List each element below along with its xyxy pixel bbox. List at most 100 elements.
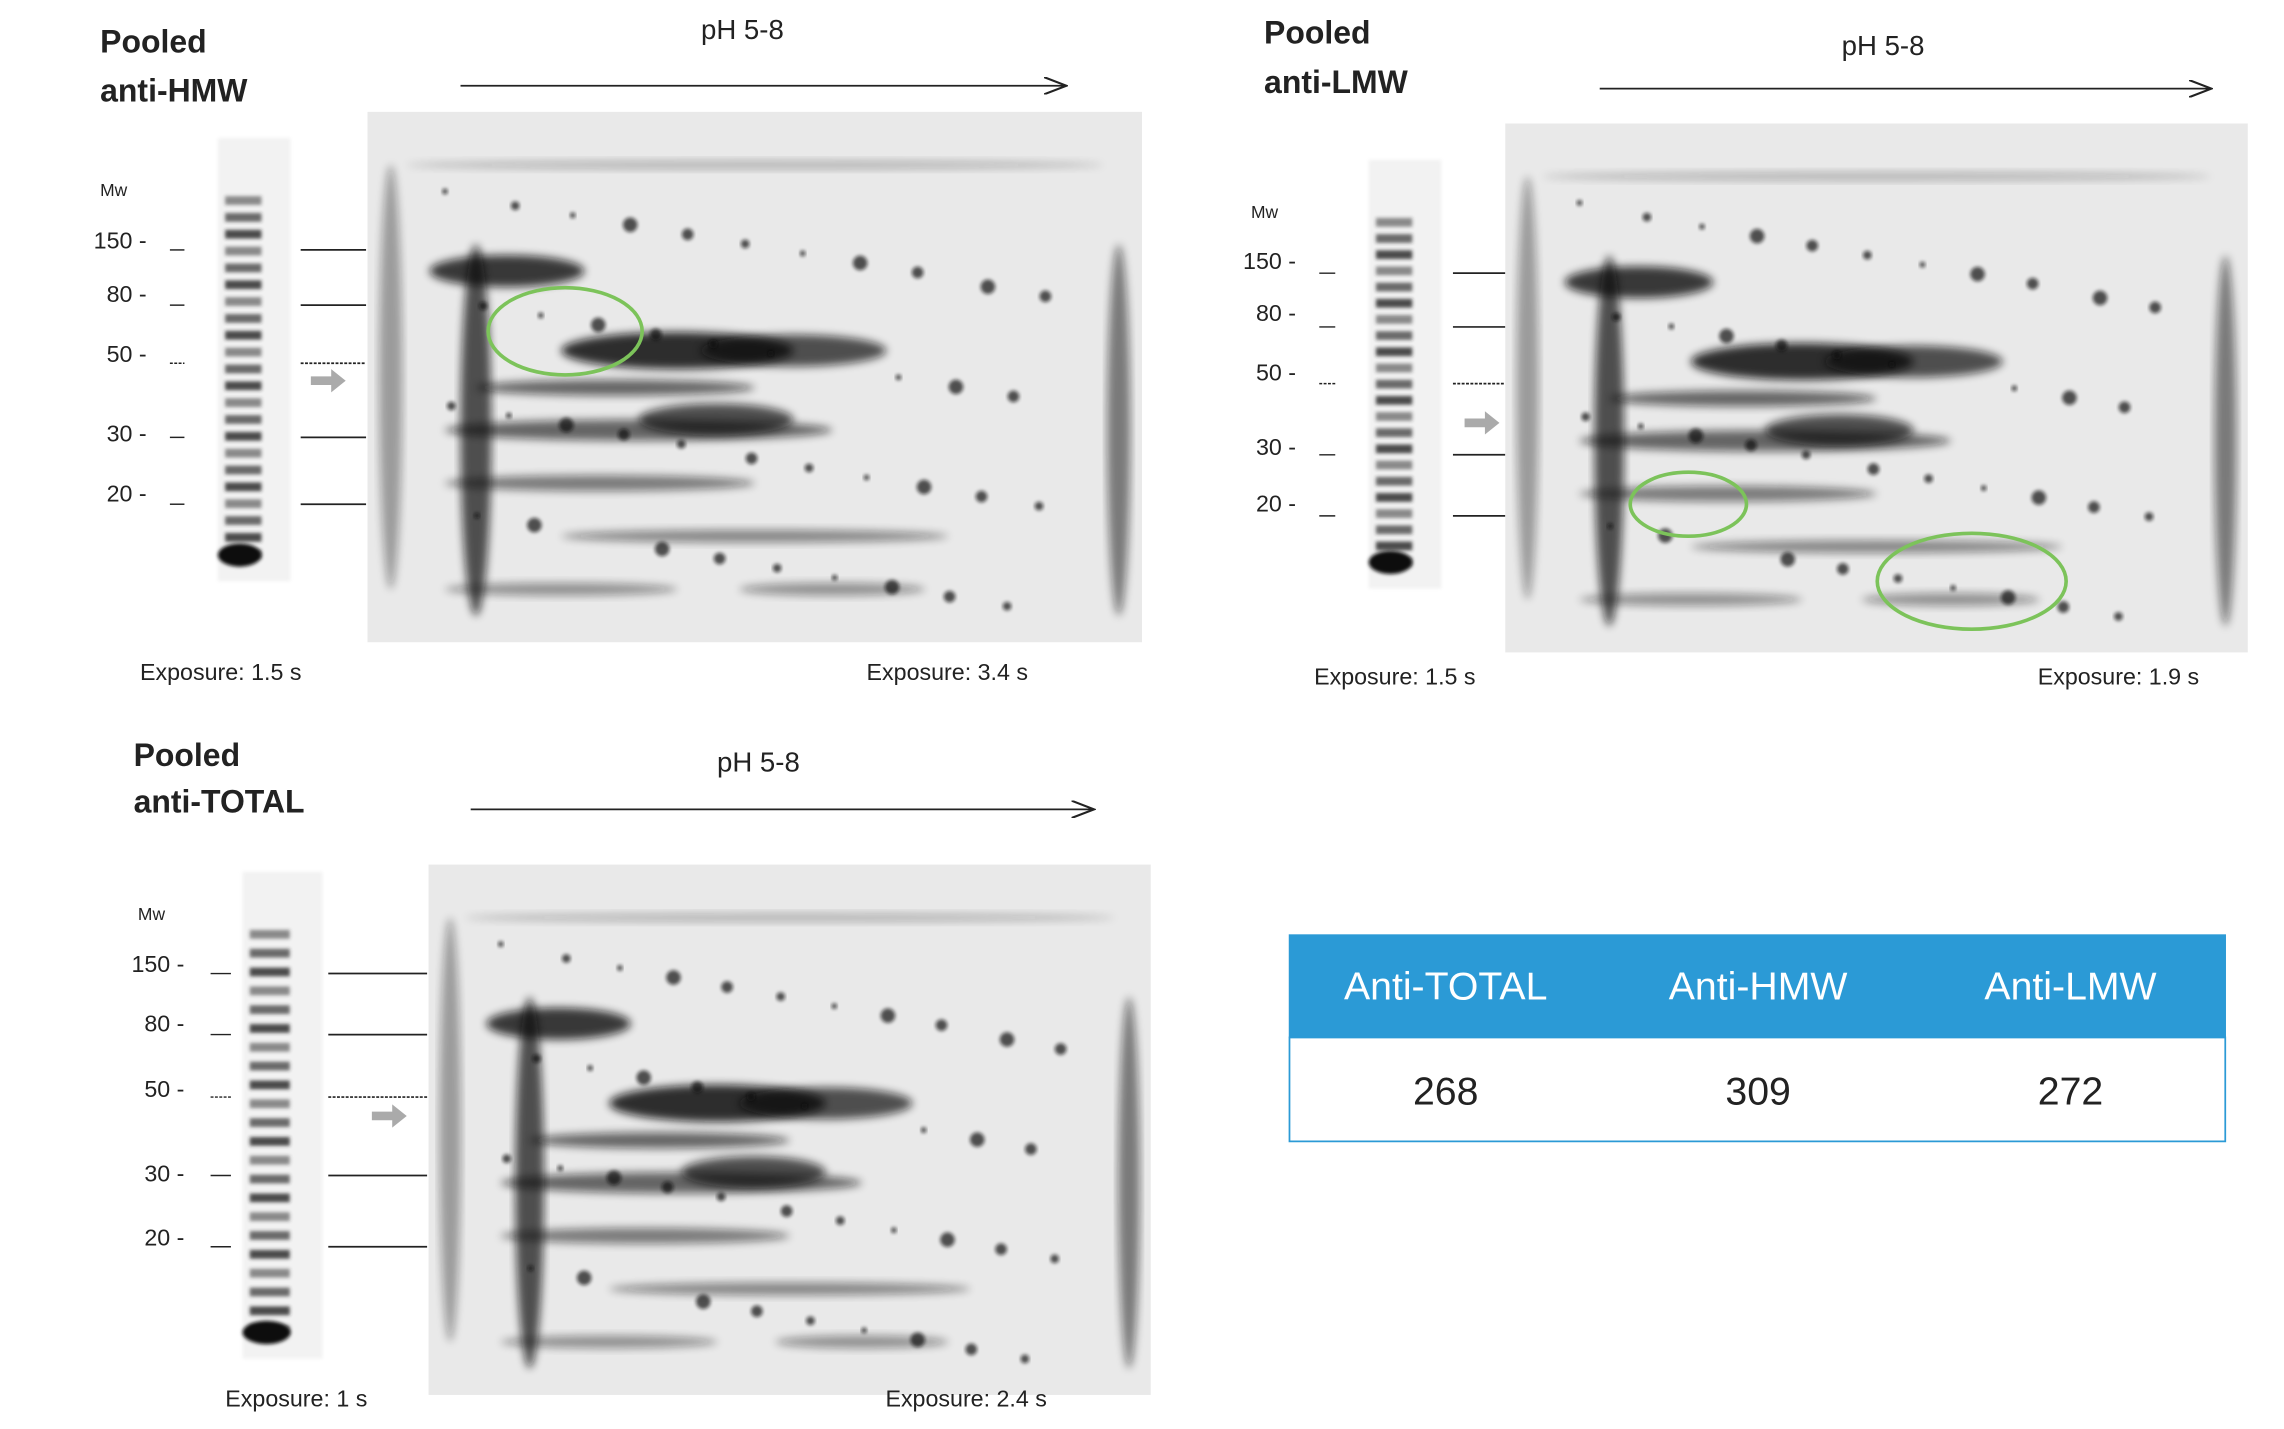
gel-spot	[1035, 502, 1044, 511]
gel-spot	[2145, 512, 2154, 521]
lane-band	[225, 516, 261, 525]
table-cell: 309	[1725, 1069, 1790, 1113]
gel-spot	[2027, 278, 2039, 290]
lane-band	[1376, 542, 1412, 551]
lane-band	[225, 331, 261, 340]
gel-spot	[2001, 590, 2016, 605]
mw-marker: 30 -	[107, 421, 147, 447]
lane-band	[225, 230, 261, 239]
lane-band	[225, 466, 261, 475]
gel-spot	[1970, 267, 1985, 282]
gel-spot	[1021, 1355, 1030, 1364]
gel-spot	[970, 1132, 985, 1147]
mw-marker: 50 -	[144, 1076, 184, 1102]
gel-spot	[1000, 1032, 1015, 1047]
gel-spot	[609, 1283, 970, 1296]
gel-spot	[1565, 266, 1714, 298]
mw-label: Mw	[138, 904, 166, 924]
lane-band	[225, 196, 261, 205]
mw-marker: 30 -	[1256, 434, 1296, 460]
gel-spot	[1832, 351, 1841, 360]
gel-spot	[692, 1081, 704, 1093]
gel-spot	[532, 1054, 541, 1063]
gel-spot	[1581, 412, 1590, 421]
gel-spot	[662, 1181, 674, 1193]
gel-spot	[1003, 602, 1012, 611]
ph-label: pH 5-8	[701, 14, 784, 45]
lane-band	[1376, 461, 1412, 470]
gel-spot	[557, 1165, 563, 1171]
gel-spot	[465, 913, 1115, 921]
gel-spot	[2214, 256, 2236, 626]
lane-band	[1376, 283, 1412, 292]
lane-band	[250, 949, 290, 958]
panel-title: anti-TOTAL	[134, 783, 305, 819]
lane-band	[225, 247, 261, 256]
panel-title: Pooled	[134, 737, 241, 773]
gel-spot	[701, 335, 887, 367]
gel-spot	[666, 970, 681, 985]
gel-spot	[530, 1132, 790, 1148]
page: {"panels": [ {"title_lines": ["Pooled", …	[0, 0, 2284, 1424]
mw-marker: 80 -	[1256, 300, 1296, 326]
gel-spot	[741, 240, 750, 249]
gel-spot	[429, 255, 584, 287]
lane-band	[1369, 551, 1413, 574]
gel-spot	[936, 1019, 948, 1031]
panel-title: Pooled	[100, 23, 207, 59]
gel-spot	[940, 1232, 955, 1247]
gel-spot	[1643, 213, 1652, 222]
gel-spot	[2088, 501, 2100, 513]
gel-spot	[1542, 172, 2210, 180]
gel-spot	[2149, 302, 2161, 314]
gel-spot	[781, 1205, 793, 1217]
lane-band	[225, 365, 261, 374]
lane-band	[225, 432, 261, 441]
gel-spot	[949, 380, 964, 395]
gel-spot	[559, 418, 574, 433]
gel-spot	[696, 1294, 711, 1309]
lane-band	[1376, 509, 1412, 518]
lane-band	[225, 499, 261, 508]
gel-spot	[538, 312, 544, 318]
panel-title: anti-HMW	[100, 73, 248, 109]
lane-band	[1376, 396, 1412, 405]
gel-spot	[805, 464, 814, 473]
lane-band	[1376, 347, 1412, 356]
gel-spot	[406, 161, 1103, 169]
gel-spot	[591, 318, 606, 333]
lane-band	[250, 1269, 290, 1278]
gel-spot	[1008, 391, 1020, 403]
gel-spot	[501, 1228, 790, 1244]
panel-title: anti-LMW	[1264, 64, 1409, 100]
lane-band	[250, 1062, 290, 1071]
gel-spot	[881, 1008, 896, 1023]
gel-spot	[1050, 1254, 1059, 1263]
gel-spot	[607, 1170, 622, 1185]
gel-spot	[474, 513, 480, 519]
lane-band	[250, 1231, 290, 1240]
gel-spot	[768, 351, 774, 357]
gel-spot	[965, 1344, 977, 1356]
table-cell: 272	[2038, 1069, 2103, 1113]
gel-spot	[853, 256, 868, 271]
gel-spot	[1802, 450, 1811, 459]
gel-spot	[885, 580, 900, 595]
lane-band	[225, 280, 261, 289]
marker-lane	[243, 872, 323, 1359]
gel-spot	[447, 402, 456, 411]
mw-marker: 150 -	[1243, 248, 1296, 274]
mw-label: Mw	[1251, 202, 1279, 222]
gel-spot	[636, 1070, 651, 1085]
gel-spot	[836, 1216, 845, 1225]
gel-spot	[1780, 552, 1795, 567]
mw-marker: 150 -	[131, 951, 184, 977]
gel-spot	[511, 201, 520, 210]
mw-marker: 20 -	[1256, 490, 1296, 516]
lane-band	[225, 415, 261, 424]
lane-band	[225, 482, 261, 491]
mw-marker: 20 -	[107, 480, 147, 506]
lane-band	[250, 1175, 290, 1184]
gel-spot	[445, 475, 755, 491]
lane-band	[250, 1156, 290, 1165]
